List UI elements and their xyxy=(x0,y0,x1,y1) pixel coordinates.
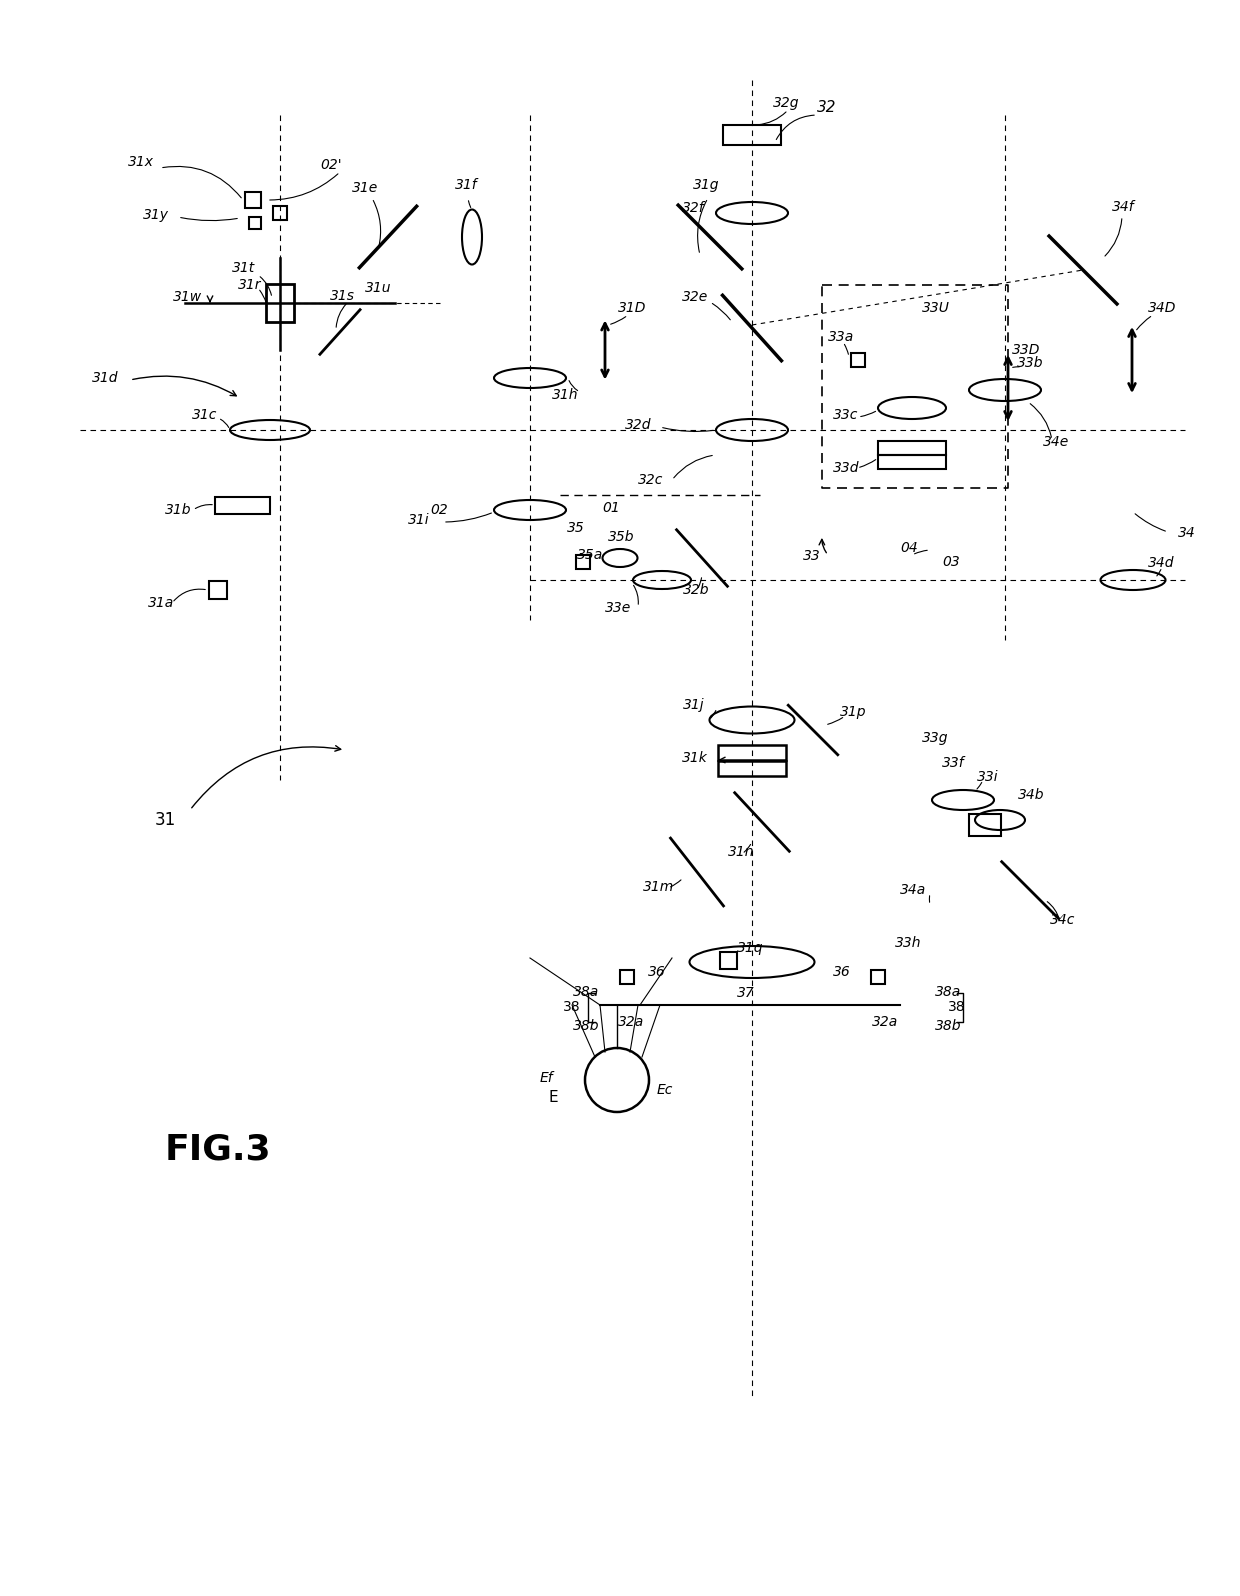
Text: 38b: 38b xyxy=(935,1018,961,1033)
Text: 33D: 33D xyxy=(1012,343,1040,358)
Text: 32g: 32g xyxy=(773,96,800,110)
Text: 33f: 33f xyxy=(942,757,965,769)
Text: 33i: 33i xyxy=(977,769,998,784)
Text: 34d: 34d xyxy=(1148,555,1174,570)
Text: 38: 38 xyxy=(949,1001,966,1013)
Bar xyxy=(620,970,634,985)
Text: 34e: 34e xyxy=(1043,436,1069,448)
Bar xyxy=(210,581,227,598)
Text: 34b: 34b xyxy=(1018,788,1044,803)
Text: 32b: 32b xyxy=(683,583,709,597)
Bar xyxy=(723,124,781,145)
Text: 02': 02' xyxy=(320,158,342,172)
Text: 31p: 31p xyxy=(839,705,867,720)
Text: 31g: 31g xyxy=(693,179,719,192)
Text: 31e: 31e xyxy=(352,180,378,195)
Text: 31m: 31m xyxy=(644,879,675,894)
Text: 33: 33 xyxy=(804,549,821,563)
Text: 31y: 31y xyxy=(143,207,169,222)
Text: 38: 38 xyxy=(563,1001,580,1013)
Text: 32a: 32a xyxy=(872,1015,898,1029)
Text: 31t: 31t xyxy=(232,262,255,275)
Text: 31q: 31q xyxy=(737,942,764,954)
Bar xyxy=(577,555,590,570)
Text: 31r: 31r xyxy=(238,278,262,292)
Text: 31: 31 xyxy=(155,811,176,828)
Text: 38b: 38b xyxy=(573,1018,599,1033)
Text: E: E xyxy=(548,1090,558,1104)
Text: 33d: 33d xyxy=(833,461,859,476)
Text: 35a: 35a xyxy=(577,547,603,562)
Text: 32f: 32f xyxy=(682,201,704,215)
Bar xyxy=(718,744,786,760)
Text: 31i: 31i xyxy=(408,512,429,527)
Bar xyxy=(246,192,260,207)
Text: Ec: Ec xyxy=(657,1084,673,1096)
Bar xyxy=(878,440,946,455)
Text: 03: 03 xyxy=(942,555,960,570)
Text: 36: 36 xyxy=(649,966,666,978)
Bar xyxy=(267,284,294,322)
Text: 32e: 32e xyxy=(682,290,708,303)
Text: 31D: 31D xyxy=(618,302,646,314)
Text: 31h: 31h xyxy=(552,388,579,402)
Bar xyxy=(215,496,269,514)
Text: 33U: 33U xyxy=(923,302,950,314)
Text: 38a: 38a xyxy=(935,985,961,999)
Text: 31x: 31x xyxy=(128,155,154,169)
Text: 33a: 33a xyxy=(828,330,854,345)
Text: FIG.3: FIG.3 xyxy=(165,1133,272,1167)
Text: 04: 04 xyxy=(900,541,918,555)
Bar xyxy=(878,455,946,469)
Text: 34D: 34D xyxy=(1148,302,1177,314)
Bar xyxy=(870,970,885,985)
Text: 31s: 31s xyxy=(330,289,355,303)
Text: 34: 34 xyxy=(1178,527,1195,539)
Bar xyxy=(851,353,866,367)
Text: 02: 02 xyxy=(430,503,448,517)
Text: Ef: Ef xyxy=(539,1071,553,1085)
Text: 34f: 34f xyxy=(1112,200,1135,214)
Text: 31j: 31j xyxy=(683,697,704,712)
Text: 31k: 31k xyxy=(682,752,708,764)
Text: 31c: 31c xyxy=(192,409,217,421)
Text: 01: 01 xyxy=(601,501,620,516)
Text: 31a: 31a xyxy=(148,595,175,610)
Text: 31b: 31b xyxy=(165,503,191,517)
Text: 32a: 32a xyxy=(618,1015,645,1029)
Text: 37: 37 xyxy=(737,986,755,1001)
Text: 31d: 31d xyxy=(92,370,119,385)
Text: 36: 36 xyxy=(833,966,851,978)
Text: 33c: 33c xyxy=(833,409,858,421)
Text: 33g: 33g xyxy=(923,731,949,745)
Text: 32: 32 xyxy=(817,101,837,115)
Bar xyxy=(273,206,286,220)
Text: 33e: 33e xyxy=(605,602,631,614)
Text: 33h: 33h xyxy=(895,935,921,950)
Text: 31w: 31w xyxy=(174,290,202,303)
Text: 33b: 33b xyxy=(1017,356,1044,370)
Text: 35b: 35b xyxy=(608,530,635,544)
Text: 35: 35 xyxy=(567,520,585,535)
Text: 32c: 32c xyxy=(639,472,663,487)
Text: 31u: 31u xyxy=(365,281,392,295)
Text: 31f: 31f xyxy=(455,179,477,192)
Text: 34a: 34a xyxy=(900,883,926,897)
Bar xyxy=(249,217,260,228)
Text: 31n: 31n xyxy=(728,844,754,859)
Text: 32d: 32d xyxy=(625,418,651,433)
Text: 34c: 34c xyxy=(1050,913,1075,927)
Text: 38a: 38a xyxy=(573,985,599,999)
Bar xyxy=(968,814,1001,836)
Bar xyxy=(718,761,786,776)
Bar xyxy=(719,951,737,969)
